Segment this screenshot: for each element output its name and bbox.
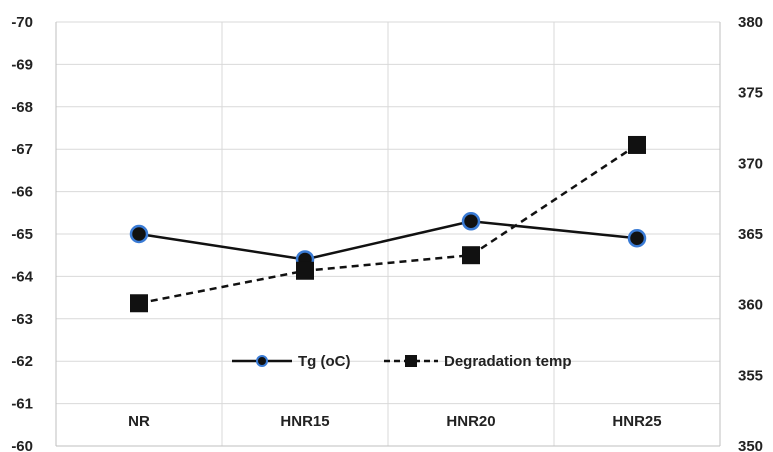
- tg-point: [461, 212, 481, 231]
- left-tick-label: -62: [11, 353, 33, 370]
- left-tick-label: -63: [11, 311, 33, 328]
- category-label: NR: [128, 413, 150, 430]
- left-tick-label: -65: [11, 226, 33, 243]
- tg-point: [129, 224, 149, 244]
- left-tick-label: -66: [11, 184, 33, 201]
- series-line-0: [138, 220, 638, 261]
- degradation-point: [296, 261, 314, 280]
- left-tick-label: -60: [11, 438, 33, 452]
- category-label: HNR20: [446, 413, 495, 430]
- series-line-1: [138, 143, 638, 305]
- right-tick-label: 370: [738, 155, 763, 172]
- category-label: HNR25: [612, 413, 661, 430]
- left-axis-ticks: -70 -69 -68 -67 -66 -65 -64 -63 -62 -61 -60: [11, 14, 33, 452]
- tg-point: [627, 228, 647, 248]
- legend-label-tg: Tg (oC): [298, 353, 350, 370]
- left-tick-label: -69: [11, 56, 33, 73]
- right-tick-label: 355: [738, 367, 763, 384]
- left-tick-label: -67: [11, 141, 33, 158]
- legend-label-degradation: Degradation temp: [444, 353, 572, 370]
- right-tick-label: 380: [738, 14, 763, 31]
- axes: [55, 22, 721, 447]
- legend-marker-degradation: [405, 355, 417, 367]
- right-tick-label: 375: [738, 85, 763, 102]
- left-tick-label: -64: [11, 268, 33, 285]
- right-tick-label: 360: [738, 297, 763, 314]
- degradation-point: [130, 294, 148, 313]
- left-tick-label: -70: [11, 14, 33, 31]
- legend: Tg (oC) Degradation temp: [232, 353, 572, 370]
- degradation-point: [462, 246, 480, 265]
- series-group: [129, 135, 647, 313]
- category-labels: NR HNR15 HNR20 HNR25: [128, 413, 661, 430]
- right-axis-ticks: 380 375 370 365 360 355 350: [738, 14, 763, 452]
- degradation-point: [628, 135, 646, 154]
- category-label: HNR15: [280, 413, 329, 430]
- left-tick-label: -61: [11, 396, 33, 413]
- right-tick-label: 365: [738, 226, 763, 243]
- right-tick-label: 350: [738, 438, 763, 452]
- legend-marker-tg: [256, 355, 268, 367]
- left-tick-label: -68: [11, 99, 33, 116]
